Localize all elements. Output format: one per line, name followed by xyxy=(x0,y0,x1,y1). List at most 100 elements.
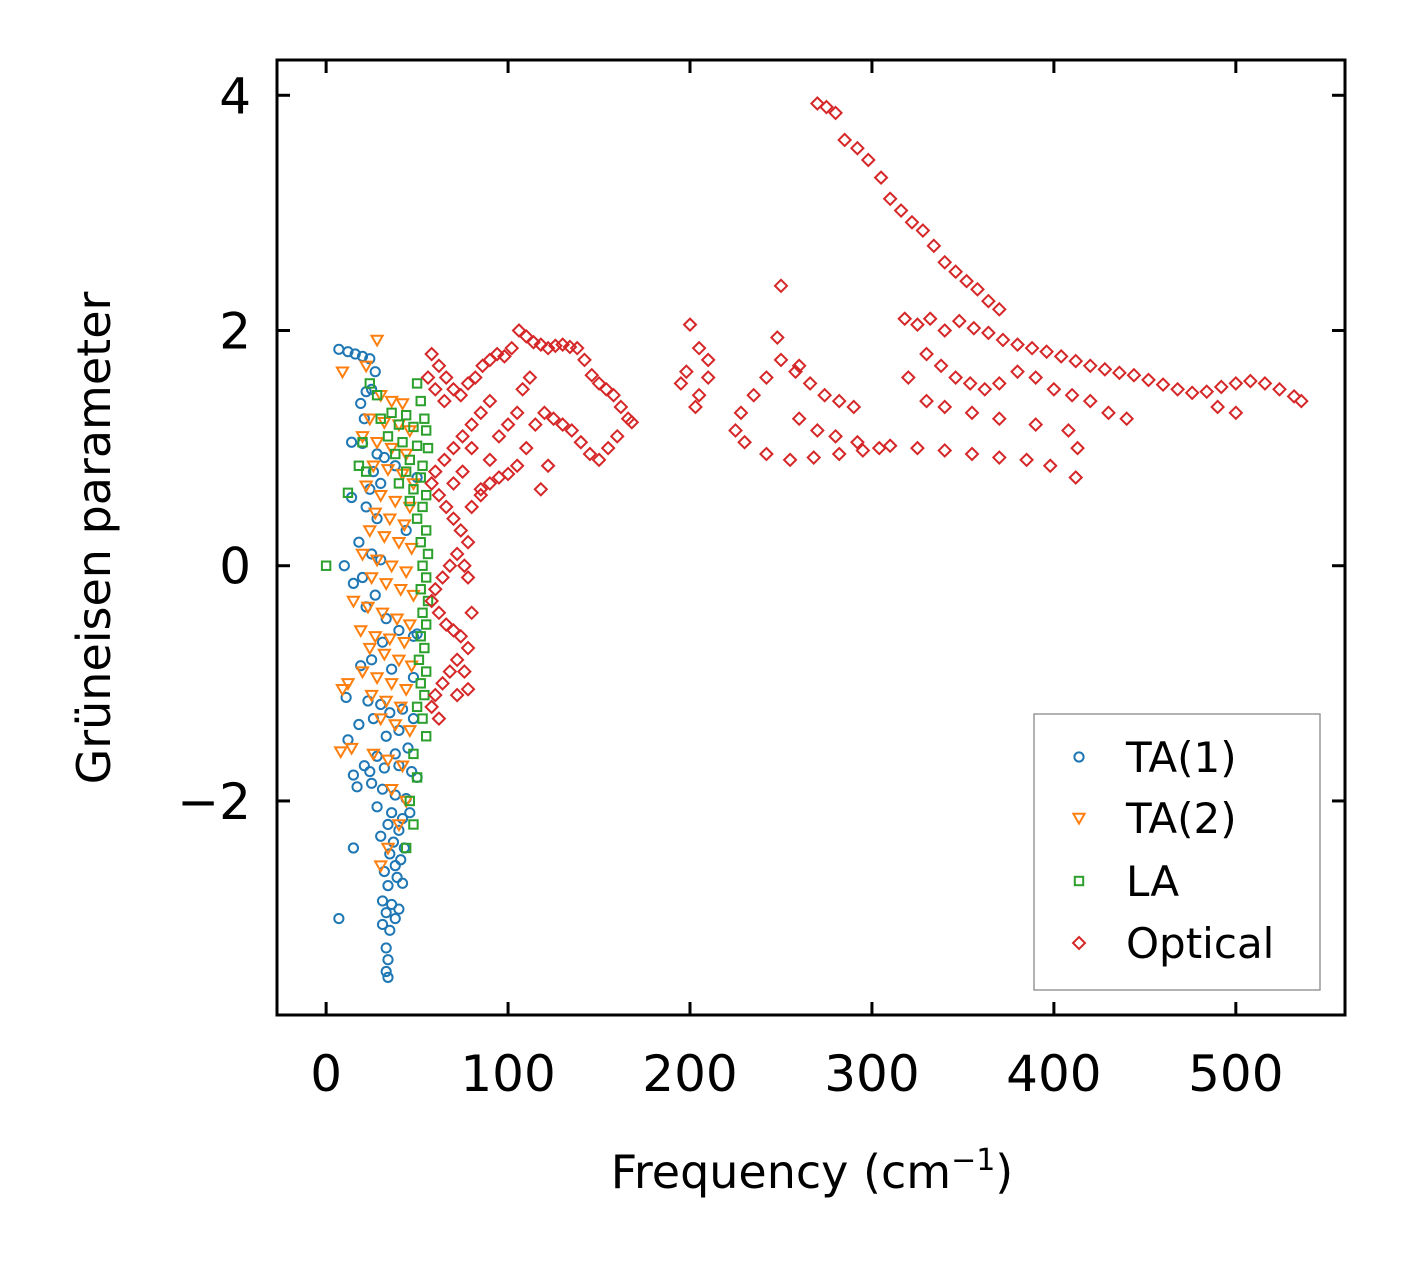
data-point xyxy=(582,446,598,462)
y-tick-label: −2 xyxy=(177,773,251,831)
data-point xyxy=(373,489,389,503)
data-point xyxy=(522,370,538,385)
data-point xyxy=(333,746,349,760)
data-point xyxy=(1028,370,1044,385)
data-point xyxy=(338,560,350,572)
data-point xyxy=(408,819,419,830)
data-point xyxy=(691,340,707,356)
data-point xyxy=(422,442,434,454)
data-point xyxy=(366,748,381,762)
data-point xyxy=(1155,377,1171,393)
data-point xyxy=(449,687,465,703)
data-point xyxy=(802,376,818,391)
data-point xyxy=(369,554,385,568)
data-point xyxy=(340,678,356,691)
data-point xyxy=(367,631,383,644)
data-point xyxy=(446,440,461,456)
data-point xyxy=(431,358,447,374)
data-point xyxy=(353,536,365,548)
data-point xyxy=(453,628,469,644)
data-point xyxy=(547,338,563,354)
data-point xyxy=(358,760,370,772)
data-point xyxy=(320,560,332,571)
data-point xyxy=(402,619,418,633)
data-point xyxy=(404,495,416,507)
data-point xyxy=(380,907,392,919)
data-point xyxy=(413,654,425,666)
data-point xyxy=(515,381,531,397)
data-point xyxy=(1119,411,1135,427)
data-point xyxy=(402,742,414,754)
data-point xyxy=(362,413,378,427)
data-point xyxy=(569,340,585,356)
data-point xyxy=(420,731,432,742)
data-point xyxy=(342,487,354,499)
data-point xyxy=(404,795,416,807)
data-point xyxy=(449,652,465,668)
series-la xyxy=(320,378,434,854)
data-point xyxy=(420,525,432,536)
data-point xyxy=(417,713,428,724)
data-point xyxy=(408,421,419,433)
data-point xyxy=(382,971,394,983)
data-point xyxy=(1024,340,1040,356)
data-point xyxy=(376,783,389,795)
data-point xyxy=(449,546,465,562)
data-point xyxy=(893,203,909,218)
data-point xyxy=(427,464,443,480)
data-point xyxy=(733,405,749,421)
data-point xyxy=(415,678,426,689)
data-point xyxy=(442,664,458,679)
data-point xyxy=(358,360,374,374)
data-point xyxy=(389,613,405,627)
data-point xyxy=(360,601,376,615)
data-point xyxy=(366,548,378,560)
data-point xyxy=(427,581,443,597)
data-point xyxy=(1082,358,1098,374)
data-point xyxy=(415,584,426,595)
data-point xyxy=(340,691,352,704)
data-point xyxy=(396,877,409,889)
data-point xyxy=(424,475,440,491)
data-point xyxy=(395,398,410,412)
data-point xyxy=(456,558,472,574)
scatter-series xyxy=(320,96,1309,983)
data-point xyxy=(380,942,392,954)
data-point xyxy=(420,489,432,501)
plot-frame xyxy=(275,58,1347,1017)
data-point xyxy=(344,742,359,756)
data-point xyxy=(584,367,600,383)
data-point xyxy=(360,501,372,513)
data-point xyxy=(400,466,412,477)
data-point xyxy=(1061,423,1076,438)
data-point xyxy=(360,466,372,477)
legend-marker xyxy=(1071,812,1087,826)
data-point xyxy=(355,397,367,410)
data-point xyxy=(384,924,396,936)
data-point xyxy=(424,593,440,609)
data-point xyxy=(397,437,408,448)
data-point xyxy=(860,152,876,168)
data-point xyxy=(382,818,394,831)
data-point xyxy=(1228,405,1244,421)
data-point xyxy=(564,423,580,438)
data-point xyxy=(400,842,412,854)
y-tick-label: 2 xyxy=(219,303,251,361)
axis-ticks: 0 100 200 300 400 500 −2 0 2 4 xyxy=(177,60,1345,1103)
data-point xyxy=(386,407,397,419)
data-point xyxy=(577,352,592,368)
data-point xyxy=(473,487,489,503)
data-point xyxy=(333,912,345,925)
data-point xyxy=(342,346,354,358)
data-point xyxy=(420,666,432,677)
data-point xyxy=(773,278,789,294)
data-point xyxy=(782,452,798,468)
data-point xyxy=(509,458,525,474)
data-point xyxy=(366,383,378,395)
data-point xyxy=(482,393,498,409)
data-point xyxy=(393,824,405,836)
data-point xyxy=(537,405,552,421)
data-point xyxy=(395,854,407,866)
data-point xyxy=(591,452,607,468)
data-point xyxy=(367,466,380,478)
